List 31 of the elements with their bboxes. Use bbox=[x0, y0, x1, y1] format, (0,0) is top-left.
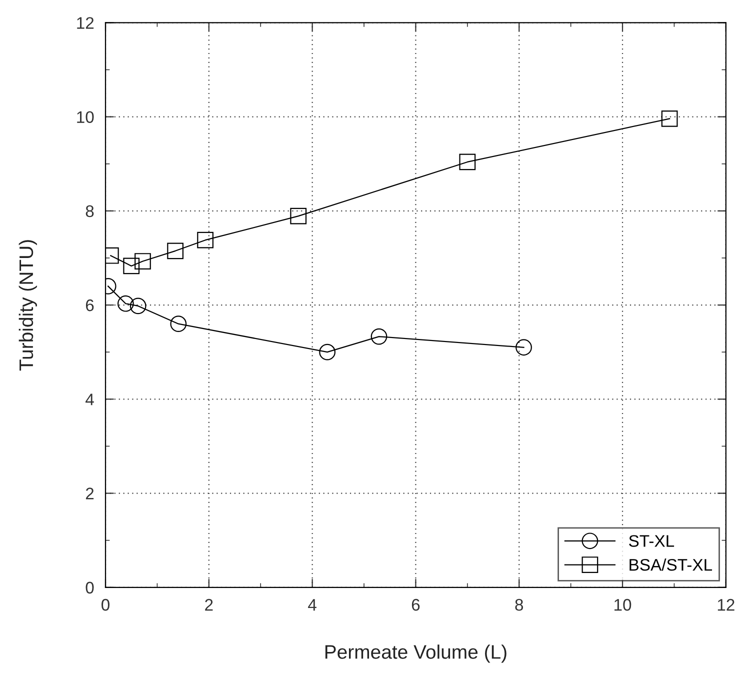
x-tick-label: 10 bbox=[614, 598, 632, 611]
x-tick-label: 0 bbox=[102, 598, 110, 611]
point bbox=[167, 242, 184, 260]
point bbox=[319, 344, 336, 360]
point bbox=[117, 295, 134, 312]
x-tick-label: 2 bbox=[205, 598, 213, 611]
point bbox=[290, 208, 307, 224]
point bbox=[459, 154, 476, 170]
x-tick-label: 8 bbox=[515, 598, 524, 611]
x-tick-label: 6 bbox=[412, 598, 420, 611]
y-tick-label: 2 bbox=[86, 488, 94, 500]
point bbox=[123, 258, 140, 274]
legend-label: BSA/ST-XL bbox=[630, 558, 712, 571]
point bbox=[661, 110, 678, 127]
y-tick-label: 8 bbox=[86, 205, 94, 218]
x-tick-label: 12 bbox=[718, 598, 734, 611]
y-axis-title: Turbidity (NTU) bbox=[18, 240, 37, 371]
point bbox=[170, 316, 187, 332]
y-tick-label: 12 bbox=[77, 17, 94, 29]
y-tick-label: 6 bbox=[86, 299, 94, 312]
legend-label: ST-XL bbox=[629, 535, 674, 547]
y-tick-label: 0 bbox=[86, 582, 94, 594]
point bbox=[134, 253, 151, 270]
point bbox=[516, 339, 532, 356]
point bbox=[370, 328, 388, 345]
point bbox=[130, 298, 146, 314]
point bbox=[197, 232, 214, 248]
y-tick-label: 10 bbox=[77, 111, 94, 123]
y-tick-label: 4 bbox=[86, 394, 94, 406]
x-axis-title: Permeate Volume (L) bbox=[325, 644, 506, 663]
x-tick-label: 4 bbox=[308, 599, 316, 611]
